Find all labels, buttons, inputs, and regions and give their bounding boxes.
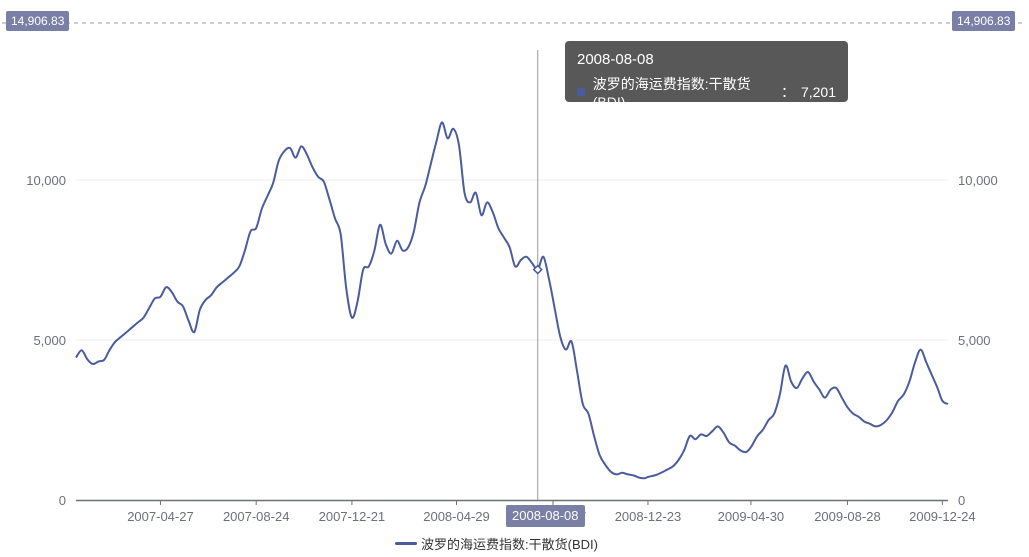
grid-lines (76, 179, 948, 341)
y-tick-label-right-2: 10,000 (958, 173, 998, 188)
tooltip: 2008-08-08 波罗的海运费指数:干散货(BDI) ： 7,201 (565, 41, 848, 110)
legend-item[interactable]: 波罗的海运费指数:干散货(BDI) (395, 534, 598, 553)
x-tick-label-6: 2009-04-30 (718, 509, 785, 524)
cursor-x-badge: 2008-08-08 (506, 505, 585, 527)
x-tick-label-8: 2009-12-24 (909, 509, 976, 524)
series-group[interactable] (75, 121, 949, 480)
max-value-badge-left: 14,906.83 (6, 11, 70, 31)
legend-line-icon (395, 542, 417, 545)
max-value-badge-right: 14,906.83 (952, 11, 1016, 31)
legend-label: 波罗的海运费指数:干散货(BDI) (421, 537, 598, 552)
x-tick-label-5: 2008-12-23 (615, 509, 682, 524)
x-tick-label-3: 2008-04-29 (423, 509, 490, 524)
y-tick-label-left-2: 10,000 (26, 173, 66, 188)
highlighted-point (532, 264, 543, 275)
y-axis-left: 0 5,000 10,000 (26, 173, 66, 508)
y-tick-label-right-0: 0 (958, 493, 965, 508)
y-tick-label-left-1: 5,000 (33, 333, 66, 348)
x-tick-label-7: 2009-08-28 (814, 509, 881, 524)
series-line-0 (75, 121, 949, 480)
y-axis-right: 0 5,000 10,000 (958, 173, 998, 508)
tooltip-series-name: 波罗的海运费指数:干散货(BDI) (592, 76, 751, 110)
x-tick-label-1: 2007-08-24 (223, 509, 290, 524)
tooltip-date: 2008-08-08 (577, 51, 654, 68)
y-tick-label-right-1: 5,000 (958, 333, 991, 348)
x-tick-label-0: 2007-04-27 (127, 509, 194, 524)
x-axis: 2007-04-27 2007-08-24 2007-12-21 2008-04-29… (127, 500, 976, 524)
tooltip-value: 7,201 (800, 84, 836, 100)
y-tick-label-left-0: 0 (59, 493, 66, 508)
tooltip-row: 波罗的海运费指数:干散货(BDI) ： 7,201 (577, 74, 836, 110)
tooltip-series-marker-icon (577, 88, 585, 96)
tooltip-separator: ： (780, 84, 795, 100)
x-tick-label-2: 2007-12-21 (319, 509, 386, 524)
